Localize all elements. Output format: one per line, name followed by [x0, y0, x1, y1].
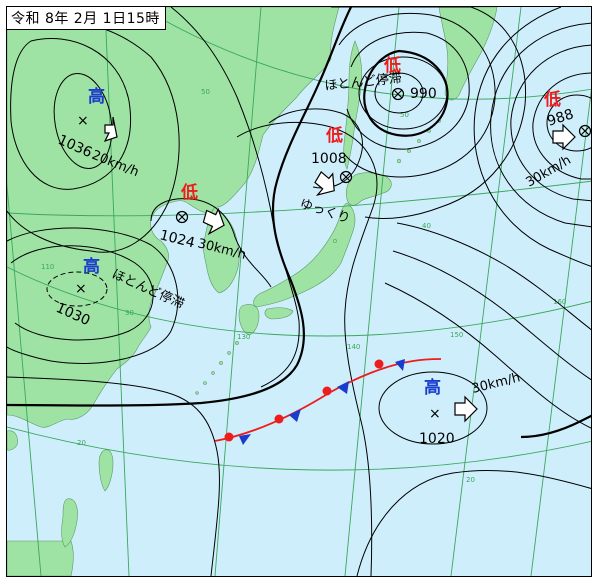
isobar-1028-south	[10, 245, 154, 341]
high-1036-center-mark: ×	[77, 113, 89, 129]
kamchatka	[438, 7, 498, 101]
isobar-1008-north	[268, 108, 363, 189]
meridian-130	[214, 7, 262, 576]
isobar-992	[374, 72, 424, 114]
kyushu	[238, 304, 260, 336]
isobar-1012-east	[236, 121, 378, 576]
isobar-1012-pacific	[392, 250, 591, 381]
meridian-120	[104, 7, 130, 576]
sakhalin	[343, 40, 363, 170]
weather-map: 50 50 40 30 20 20 110 130 140 150 160	[6, 6, 592, 577]
isobar-1032	[10, 38, 131, 190]
philippines	[7, 540, 74, 576]
isobar-1008-outer	[331, 7, 527, 220]
lat-lon-grid	[7, 7, 591, 576]
parallel-20	[7, 426, 591, 471]
isobar-1030-dashed	[46, 271, 108, 307]
taiwan	[98, 449, 114, 492]
isobar-1000-east	[490, 22, 591, 228]
isobar-1016-south	[356, 469, 591, 576]
low-988-center-mark	[578, 124, 591, 138]
label-lat-20: 20	[77, 439, 86, 447]
label-lat-40: 40	[422, 222, 431, 230]
front-line	[214, 358, 442, 442]
parallel-30	[7, 266, 591, 337]
meridian-140	[344, 7, 400, 576]
low-1024-center-mark	[175, 210, 189, 224]
stationary-front	[214, 358, 442, 445]
isobar-1016-west	[170, 7, 300, 388]
isobar-1020-west	[7, 376, 220, 576]
system-markers: × × ×	[75, 87, 591, 423]
label-lon-140: 140	[347, 343, 360, 351]
isobar-1020-bold	[7, 7, 352, 407]
label-lat-20-east: 20	[466, 476, 475, 484]
low-1008-type-label: 低	[325, 125, 343, 146]
high-1030-center-mark: ×	[75, 281, 87, 297]
isobars	[7, 7, 591, 576]
low-1024-motion-arrow	[202, 207, 225, 236]
low-990-type-label: 低	[383, 55, 401, 76]
shikoku	[264, 307, 294, 320]
isobar-1016-pacific	[384, 282, 591, 429]
isobar-1024-south	[7, 227, 179, 364]
meridian-160	[530, 89, 591, 576]
meridian-150	[450, 7, 522, 576]
weather-chart-svg: 50 50 40 30 20 20 110 130 140 150 160	[7, 7, 591, 576]
isobar-1000	[346, 31, 470, 150]
label-lon-160: 160	[553, 298, 566, 306]
low-988-type-label: 低	[543, 89, 561, 110]
honshu	[253, 202, 356, 308]
label-lat-50-east: 50	[400, 111, 409, 119]
isobar-1004	[338, 12, 496, 178]
luzon	[61, 498, 78, 548]
low-988-motion-arrow	[552, 123, 576, 151]
grid-labels: 50 50 40 30 20 20 110 130 140 150 160	[41, 88, 566, 484]
date-label: 令和 8年 2月 1日15時	[7, 7, 166, 30]
isobar-992-bold	[363, 49, 449, 137]
low-990-pressure-label: 990	[410, 86, 437, 102]
isobar-1020-high	[378, 371, 488, 445]
label-lon-150: 150	[450, 331, 463, 339]
isobar-988	[546, 94, 591, 152]
low-1024-type-label: 低	[180, 182, 198, 203]
high-1030-type-label: 高	[83, 256, 100, 277]
high-1020-center-mark: ×	[429, 406, 441, 422]
high-1036-type-label: 高	[88, 86, 105, 107]
parallel-40	[7, 180, 591, 217]
low-1008-pressure-label: 1008	[311, 151, 347, 167]
isobar-bold-east	[520, 414, 591, 439]
isobar-1004-east	[473, 7, 591, 267]
low-1008-motion-arrow	[314, 171, 335, 197]
high-1036-motion-arrow	[103, 116, 118, 143]
high-1020-type-label: 高	[424, 377, 441, 398]
hainan	[7, 430, 18, 451]
isobar-1008-pacific	[396, 222, 591, 331]
bold-isobars	[7, 7, 591, 439]
label-lat-30: 30	[125, 309, 134, 317]
parallel-50	[140, 7, 591, 100]
meridian-110	[7, 180, 42, 576]
label-lon-130: 130	[237, 333, 250, 341]
label-lat-50: 50	[201, 88, 210, 96]
low-1008-center-mark	[339, 170, 353, 184]
low-988-pressure-label: 988	[545, 106, 575, 129]
high-1020-motion-arrow	[454, 395, 478, 423]
label-lon-110: 110	[41, 263, 54, 271]
isobar-1036-inner	[53, 72, 113, 170]
low-990-center-mark	[391, 87, 405, 101]
high-1020-pressure-label: 1020	[419, 431, 455, 447]
isobar-1024-low	[150, 198, 272, 288]
isobar-996-east	[510, 44, 591, 202]
isobar-992-east	[532, 72, 591, 180]
